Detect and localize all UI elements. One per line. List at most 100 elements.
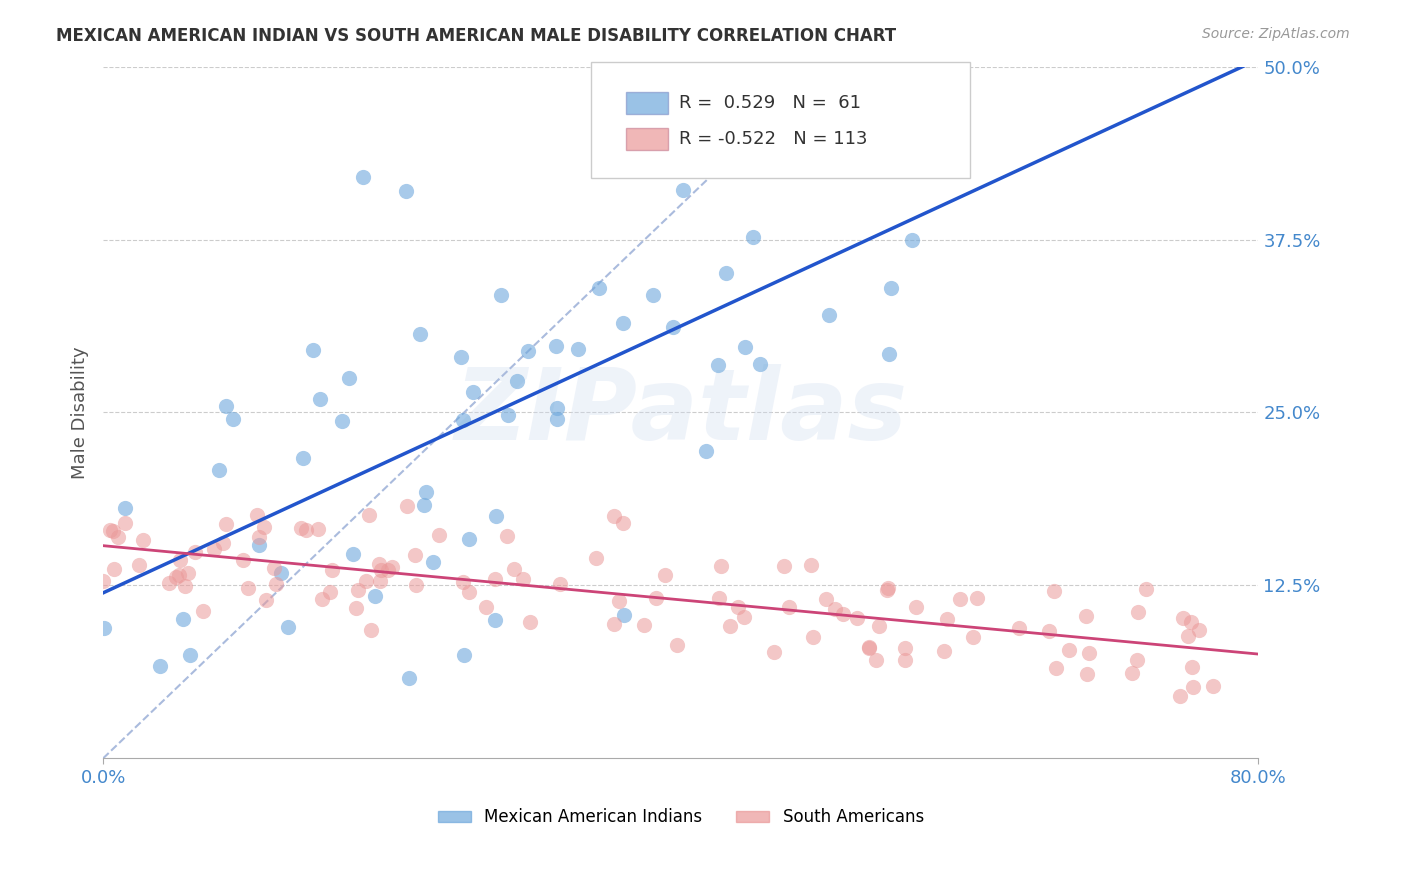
Mexican American Indians [461,385,484,400]
South Americans [727,600,749,615]
South Americans [778,599,800,614]
South Americans [381,560,404,574]
South Americans [128,558,150,572]
South Americans [290,521,312,535]
South Americans [949,592,972,607]
South Americans [395,499,418,513]
South Americans [1045,661,1067,675]
South Americans [1038,624,1060,639]
Mexican American Indians [506,374,529,388]
South Americans [311,591,333,606]
Mexican American Indians [215,399,238,413]
Mexican American Indians [749,357,772,371]
South Americans [377,563,399,577]
South Americans [177,566,200,580]
South Americans [1076,666,1098,681]
South Americans [1074,608,1097,623]
South Americans [295,523,318,537]
South Americans [427,527,450,541]
Mexican American Indians [207,463,229,477]
Mexican American Indians [149,658,172,673]
South Americans [876,583,898,598]
South Americans [131,533,153,547]
South Americans [232,553,254,567]
South Americans [1177,629,1199,643]
South Americans [191,604,214,618]
South Americans [858,640,880,655]
South Americans [484,572,506,586]
Mexican American Indians [364,589,387,603]
South Americans [733,609,755,624]
Mexican American Indians [409,326,432,341]
South Americans [718,619,741,633]
Mexican American Indians [413,498,436,512]
South Americans [215,517,238,532]
South Americans [602,617,624,632]
Mexican American Indians [301,343,323,358]
South Americans [157,575,180,590]
South Americans [1168,689,1191,703]
South Americans [307,522,329,536]
South Americans [360,624,382,638]
South Americans [548,577,571,591]
South Americans [1043,584,1066,599]
Text: R = -0.522   N = 113: R = -0.522 N = 113 [679,130,868,148]
Y-axis label: Male Disability: Male Disability [72,346,89,479]
South Americans [321,563,343,577]
Mexican American Indians [395,184,418,198]
South Americans [174,579,197,593]
South Americans [495,528,517,542]
Mexican American Indians [546,339,568,353]
Mexican American Indians [114,501,136,516]
South Americans [103,562,125,576]
South Americans [762,645,785,659]
Mexican American Indians [179,648,201,662]
South Americans [612,516,634,530]
South Americans [966,591,988,605]
South Americans [169,568,191,582]
South Americans [665,638,688,652]
South Americans [405,578,427,592]
South Americans [633,617,655,632]
South Americans [404,549,426,563]
South Americans [114,516,136,530]
South Americans [344,601,367,615]
South Americans [585,551,607,566]
South Americans [475,600,498,615]
Mexican American Indians [898,158,921,172]
Mexican American Indians [901,233,924,247]
Mexican American Indians [222,412,245,426]
Mexican American Indians [422,555,444,569]
South Americans [451,575,474,590]
South Americans [107,530,129,544]
South Americans [800,558,823,572]
South Americans [1201,679,1223,693]
South Americans [603,509,626,524]
Mexican American Indians [270,566,292,581]
South Americans [865,653,887,667]
Mexican American Indians [546,401,568,416]
South Americans [1181,681,1204,695]
South Americans [246,508,269,522]
Text: ZIPatlas: ZIPatlas [454,364,907,461]
Mexican American Indians [920,141,942,155]
Mexican American Indians [707,358,730,372]
South Americans [1173,611,1195,625]
South Americans [814,591,837,606]
South Americans [868,619,890,633]
Mexican American Indians [458,532,481,546]
South Americans [936,612,959,626]
South Americans [101,524,124,538]
Mexican American Indians [498,408,520,422]
South Americans [1126,605,1149,619]
Mexican American Indians [308,392,330,406]
Mexican American Indians [330,414,353,428]
South Americans [254,592,277,607]
South Americans [644,591,666,606]
South Americans [962,631,984,645]
South Americans [347,582,370,597]
South Americans [519,615,541,629]
South Americans [1188,623,1211,637]
South Americans [253,520,276,534]
South Americans [1008,621,1031,635]
